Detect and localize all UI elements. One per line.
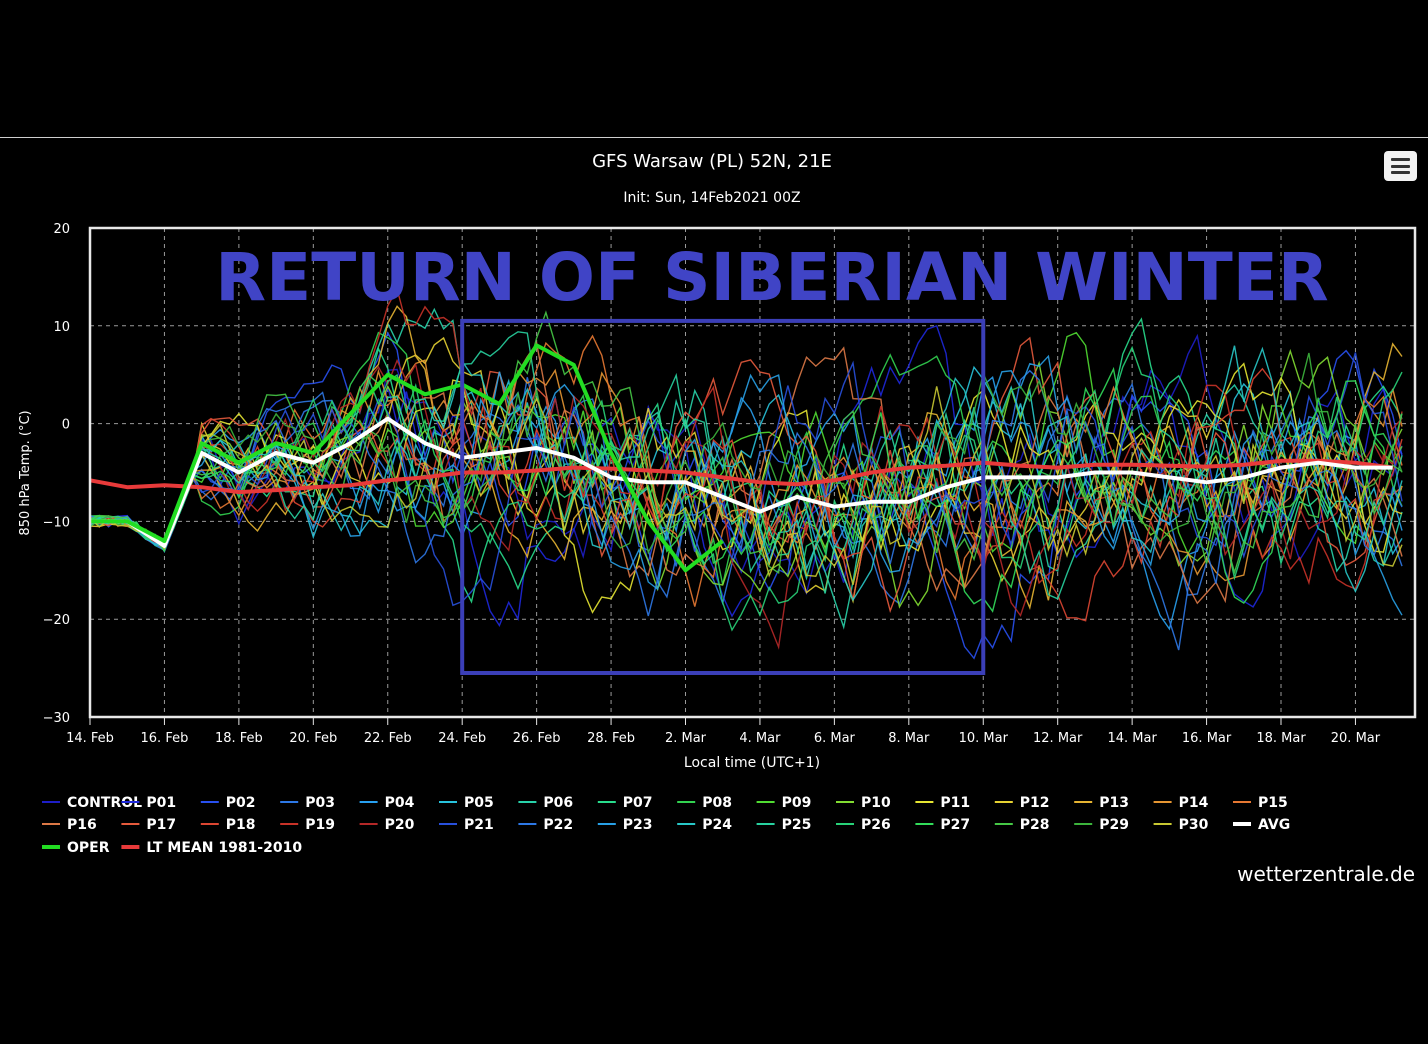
legend-item-oper: OPER <box>67 840 110 856</box>
x-tick-label: 4. Mar <box>739 731 781 746</box>
legend-item-avg: AVG <box>1258 817 1290 833</box>
legend-item-p23: P23 <box>623 817 653 833</box>
y-axis-ticks: 20 10 0 −10 −20 −30 <box>43 222 70 726</box>
chart-title: GFS Warsaw (PL) 52N, 21E <box>592 151 832 172</box>
x-tick-label: 10. Mar <box>959 731 1009 746</box>
hamburger-icon-bar <box>1391 171 1410 174</box>
legend-item-p24: P24 <box>702 817 732 833</box>
legend-item-p13: P13 <box>1099 795 1129 811</box>
legend-item-p04: P04 <box>385 795 415 811</box>
legend-item-p11: P11 <box>940 795 970 811</box>
ensemble-line-p24 <box>89 345 1403 602</box>
y-axis-label: 850 hPa Temp. (°C) <box>18 410 33 535</box>
top-divider <box>0 137 1428 138</box>
legend-item-p10: P10 <box>861 795 891 811</box>
legend-item-p16: P16 <box>67 817 97 833</box>
ensemble-series <box>89 287 1403 660</box>
legend-item-p21: P21 <box>464 817 494 833</box>
legend-item-p20: P20 <box>385 817 415 833</box>
x-tick-label: 18. Feb <box>215 731 263 746</box>
x-tick-label: 24. Feb <box>438 731 486 746</box>
legend-item-p29: P29 <box>1099 817 1129 833</box>
x-tick-label: 2. Mar <box>665 731 707 746</box>
x-tick-label: 8. Mar <box>888 731 930 746</box>
ensemble-line-p26 <box>89 345 1403 632</box>
hamburger-icon-bar <box>1391 164 1410 168</box>
series-line-oper <box>90 343 724 573</box>
x-tick-label: 26. Feb <box>513 731 561 746</box>
site-credit: wetterzentrale.de <box>1237 862 1415 886</box>
chart: GFS Warsaw (PL) 52N, 21E Init: Sun, 14Fe… <box>18 151 1417 856</box>
plot-border <box>88 226 1417 719</box>
y-tick-label: −10 <box>43 515 70 530</box>
y-tick-label: −30 <box>43 711 70 726</box>
legend-item-p02: P02 <box>226 795 256 811</box>
x-tick-label: 14. Mar <box>1107 731 1157 746</box>
ensemble-line-p23 <box>89 354 1403 616</box>
x-tick-label: 28. Feb <box>587 731 635 746</box>
x-tick-label: 20. Feb <box>289 731 337 746</box>
menu-button[interactable] <box>1384 151 1417 181</box>
x-tick-label: 22. Feb <box>364 731 412 746</box>
legend-item-p30: P30 <box>1179 817 1209 833</box>
y-tick-label: 10 <box>53 320 70 335</box>
x-tick-label: 16. Mar <box>1182 731 1232 746</box>
legend-item-p05: P05 <box>464 795 494 811</box>
legend-item-p06: P06 <box>543 795 573 811</box>
x-tick-label: 14. Feb <box>66 731 114 746</box>
ensemble-line-p17 <box>89 336 1403 614</box>
ensemble-line-p07 <box>89 317 1403 604</box>
ensemble-line-p28 <box>89 310 1403 575</box>
legend-item-p25: P25 <box>782 817 812 833</box>
legend-item-p08: P08 <box>702 795 732 811</box>
ensemble-line-p21 <box>89 352 1403 607</box>
legend-item-p28: P28 <box>1020 817 1050 833</box>
x-tick-label: 16. Feb <box>141 731 189 746</box>
legend-item-p01: P01 <box>146 795 176 811</box>
x-tick-label: 6. Mar <box>814 731 856 746</box>
x-axis-ticks: 14. Feb 16. Feb 18. Feb 20. Feb 22. Feb 24. F… <box>66 731 1381 746</box>
legend-item-p27: P27 <box>940 817 970 833</box>
legend-item-p12: P12 <box>1020 795 1050 811</box>
legend-item-lt-mean-1981-2010: LT MEAN 1981-2010 <box>146 840 302 856</box>
x-tick-label: 18. Mar <box>1256 731 1306 746</box>
y-tick-label: 0 <box>62 418 70 433</box>
main-series <box>89 343 1393 573</box>
legend-item-p09: P09 <box>782 795 812 811</box>
x-axis-label: Local time (UTC+1) <box>684 755 820 771</box>
chart-subtitle: Init: Sun, 14Feb2021 00Z <box>623 190 800 206</box>
legend-item-p14: P14 <box>1179 795 1209 811</box>
overlay-headline: RETURN OF SIBERIAN WINTER <box>215 239 1328 316</box>
legend-item-control: CONTROL <box>67 795 142 811</box>
legend-item-p07: P07 <box>623 795 653 811</box>
y-tick-label: 20 <box>53 222 70 237</box>
series-line-lt-mean-1981-2010 <box>89 458 1393 495</box>
hamburger-icon <box>1391 158 1410 161</box>
highlight-box <box>460 318 986 675</box>
ensemble-line-p01 <box>89 325 1403 628</box>
x-tick-label: 20. Mar <box>1331 731 1381 746</box>
legend-item-p26: P26 <box>861 817 891 833</box>
legend-item-p22: P22 <box>543 817 573 833</box>
legend-item-p03: P03 <box>305 795 335 811</box>
legend-item-p18: P18 <box>226 817 256 833</box>
series-line-avg <box>90 416 1393 548</box>
legend-item-p19: P19 <box>305 817 335 833</box>
x-tick-label: 12. Mar <box>1033 731 1083 746</box>
legend: CONTROL P01 P02 P03 P04 P05 P06 P07 P08 P09 P10 P11… <box>42 795 1290 856</box>
legend-item-p15: P15 <box>1258 795 1288 811</box>
legend-item-p17: P17 <box>146 817 176 833</box>
y-tick-label: −20 <box>43 613 70 628</box>
ensemble-line-p18 <box>89 367 1403 622</box>
